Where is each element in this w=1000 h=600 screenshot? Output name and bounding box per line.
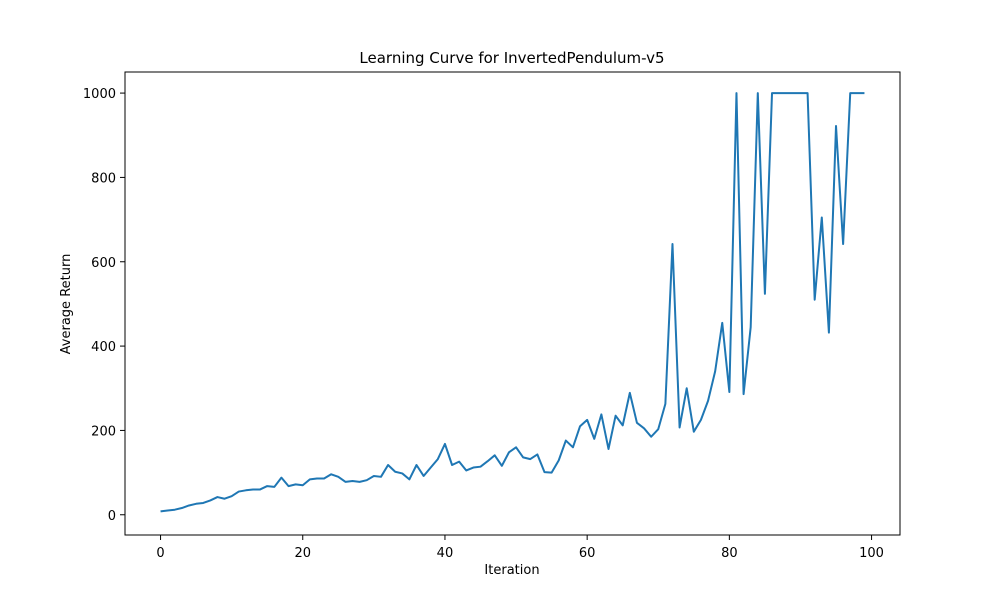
x-tick-label: 100 [859, 546, 884, 561]
x-tick-label: 0 [156, 546, 164, 561]
y-tick-label: 800 [91, 171, 116, 186]
plot-area [160, 92, 865, 513]
series-line [160, 92, 865, 513]
y-tick-label: 400 [91, 340, 116, 355]
x-tick-label: 60 [579, 546, 596, 561]
x-tick-label: 20 [294, 546, 311, 561]
x-axis: 0 20 40 60 80 100 [156, 535, 884, 561]
x-axis-label: Iteration [484, 563, 539, 578]
chart-title: Learning Curve for InvertedPendulum-v5 [359, 49, 664, 67]
y-tick-label: 1000 [83, 87, 116, 102]
x-tick-label: 80 [721, 546, 738, 561]
y-axis: 0 200 400 600 800 1000 [83, 87, 125, 524]
y-tick-label: 0 [108, 509, 116, 524]
y-axis-label: Average Return [59, 254, 74, 355]
y-tick-label: 600 [91, 256, 116, 271]
x-tick-label: 40 [437, 546, 454, 561]
y-tick-label: 200 [91, 424, 116, 439]
axes-frame [124, 71, 901, 536]
